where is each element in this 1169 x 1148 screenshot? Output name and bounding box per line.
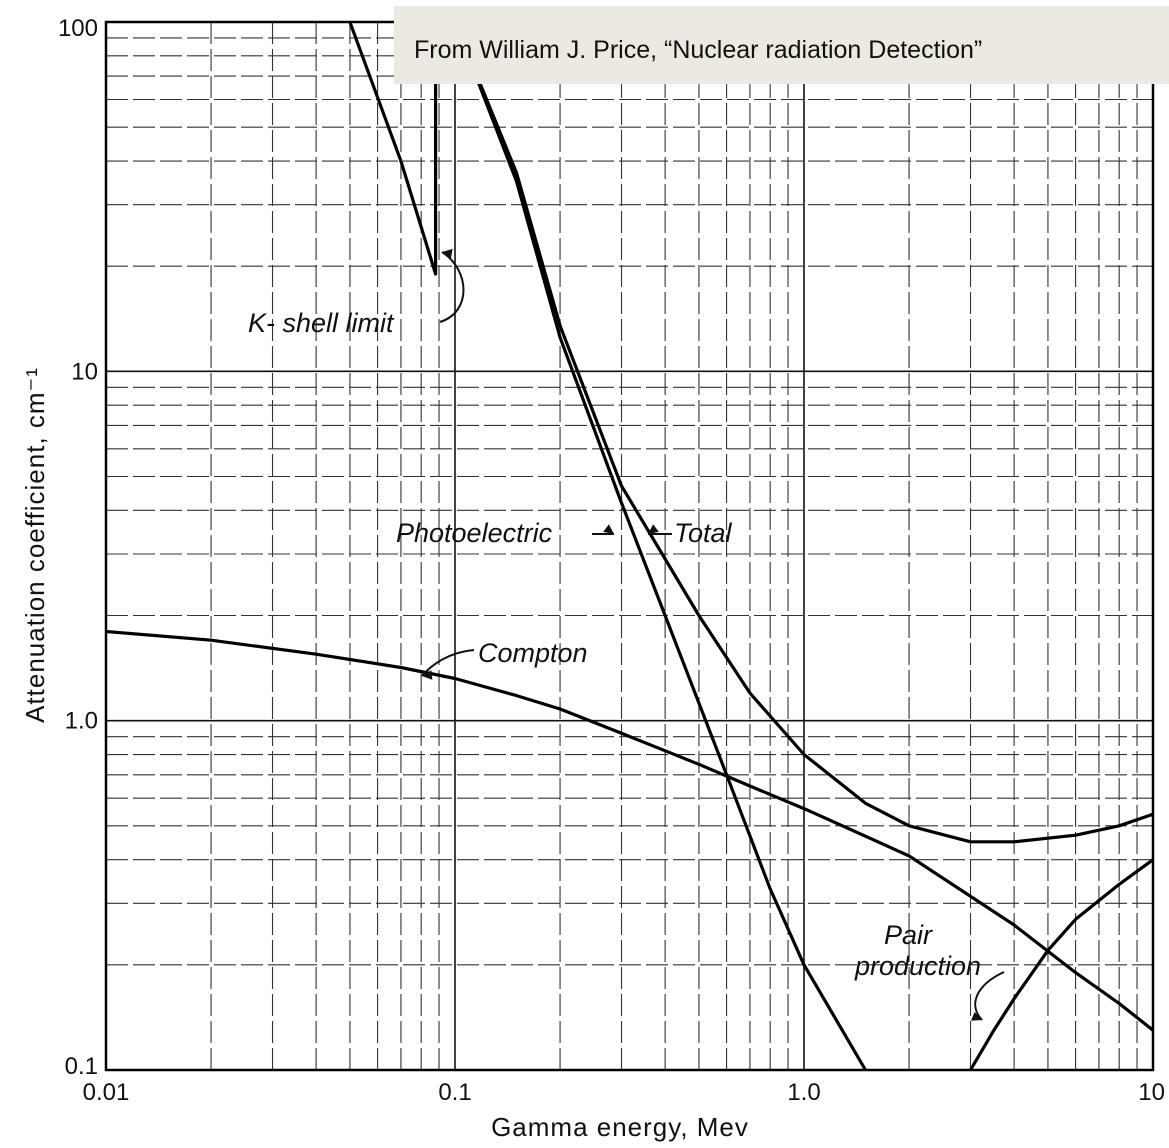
curves — [105, 20, 1154, 1071]
annotation-photoelectric: Photoelectric — [396, 518, 553, 548]
annotation-leaders — [421, 248, 1005, 1021]
x-tick-label: 0.1 — [438, 1079, 471, 1106]
annotation-leader — [974, 971, 1005, 1021]
arrowhead — [442, 248, 453, 259]
arrowhead — [971, 1011, 982, 1021]
series-pair-production-line — [969, 858, 1154, 1071]
source-note: From William J. Price, “Nuclear radiatio… — [394, 6, 1169, 84]
y-axis-label: Attenuation coefficient, cm⁻¹ — [20, 367, 50, 723]
series-photoelectric-line — [348, 20, 867, 1071]
x-tick-label: 0.01 — [83, 1079, 130, 1106]
annotation-leader — [421, 649, 475, 677]
annotations: K- shell limit Photoelectric Total Compton P… — [248, 308, 981, 981]
annotation-production: production — [854, 951, 981, 981]
arrowhead — [422, 670, 433, 680]
arrowhead — [648, 524, 659, 534]
series-compton-line — [105, 629, 1154, 1032]
x-tick-label: 1.0 — [787, 1079, 820, 1106]
y-tick-label: 0.1 — [65, 1053, 98, 1080]
x-tick-label: 10 — [1138, 1079, 1165, 1106]
arrowhead — [603, 524, 614, 534]
series-total-line — [453, 21, 1154, 844]
x-axis-label: Gamma energy, Mev — [491, 1112, 749, 1142]
annotation-leader — [439, 251, 465, 323]
y-tick-label: 1.0 — [65, 708, 98, 735]
y-tick-label: 100 — [58, 15, 98, 42]
annotation-pair: Pair — [884, 920, 933, 950]
annotation-compton: Compton — [478, 638, 588, 668]
y-tick-label: 10 — [71, 358, 98, 385]
grid — [104, 20, 1155, 1072]
annotation-total: Total — [674, 518, 733, 548]
annotation-k-shell-limit: K- shell limit — [248, 308, 395, 338]
